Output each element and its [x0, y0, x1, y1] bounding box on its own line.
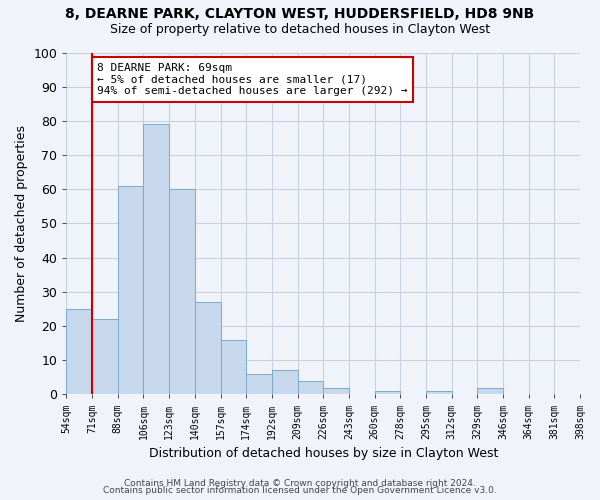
Text: Contains HM Land Registry data © Crown copyright and database right 2024.: Contains HM Land Registry data © Crown c…: [124, 478, 476, 488]
Y-axis label: Number of detached properties: Number of detached properties: [15, 125, 28, 322]
Bar: [246, 374, 272, 394]
Text: 8 DEARNE PARK: 69sqm
← 5% of detached houses are smaller (17)
94% of semi-detach: 8 DEARNE PARK: 69sqm ← 5% of detached ho…: [97, 63, 408, 96]
X-axis label: Distribution of detached houses by size in Clayton West: Distribution of detached houses by size …: [149, 447, 498, 460]
Bar: [67, 309, 92, 394]
Bar: [477, 388, 503, 394]
Text: Size of property relative to detached houses in Clayton West: Size of property relative to detached ho…: [110, 22, 490, 36]
Text: Contains public sector information licensed under the Open Government Licence v3: Contains public sector information licen…: [103, 486, 497, 495]
Bar: [323, 388, 349, 394]
Bar: [92, 319, 118, 394]
Bar: [118, 186, 143, 394]
Bar: [298, 380, 323, 394]
Bar: [272, 370, 298, 394]
Bar: [143, 124, 169, 394]
Bar: [426, 391, 452, 394]
Text: 8, DEARNE PARK, CLAYTON WEST, HUDDERSFIELD, HD8 9NB: 8, DEARNE PARK, CLAYTON WEST, HUDDERSFIE…: [65, 8, 535, 22]
Bar: [221, 340, 246, 394]
Bar: [169, 190, 195, 394]
Bar: [195, 302, 221, 394]
Bar: [374, 391, 400, 394]
